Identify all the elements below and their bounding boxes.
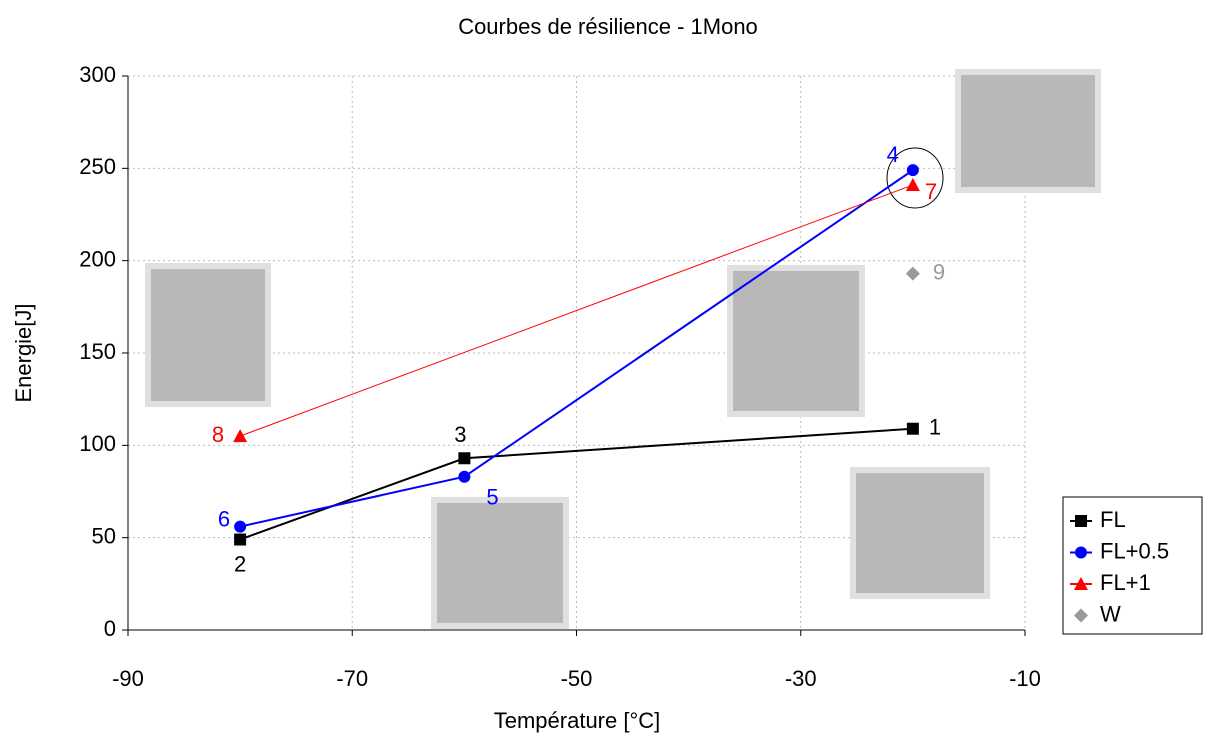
legend-marker xyxy=(1075,515,1087,527)
marker xyxy=(458,452,471,465)
marker xyxy=(233,429,248,443)
x-tick-label: -30 xyxy=(785,666,817,691)
x-tick-label: -50 xyxy=(561,666,593,691)
y-tick-label: 150 xyxy=(79,339,116,364)
x-axis-label: Température [°C] xyxy=(494,708,661,733)
legend-marker xyxy=(1074,608,1088,623)
y-tick-label: 200 xyxy=(79,246,116,271)
point-label: 5 xyxy=(486,485,498,510)
point-label: 4 xyxy=(887,142,899,167)
chart-title: Courbes de résilience - 1Mono xyxy=(458,14,758,39)
x-tick-label: -10 xyxy=(1009,666,1041,691)
legend-label: FL+0.5 xyxy=(1100,538,1169,563)
series-layer: 2 3 1 FL 6 5 4 FL+0.5 8 7 FL+1 9 W xyxy=(212,142,1169,626)
legend-marker xyxy=(1074,577,1088,590)
legend-marker xyxy=(1075,546,1087,559)
point-label: 3 xyxy=(454,422,466,447)
plot-area: 0 50 100 150 200 250 300 -90 -70 -50 -30 -10 xyxy=(79,62,1041,691)
y-tick-label: 300 xyxy=(79,62,116,87)
highlight-circle xyxy=(886,147,944,209)
x-tick-label: -90 xyxy=(112,666,144,691)
legend-label: FL xyxy=(1100,507,1126,532)
specimen-photos xyxy=(145,69,1101,629)
photo xyxy=(727,265,865,417)
y-tick-label: 100 xyxy=(79,431,116,456)
legend-label: FL+1 xyxy=(1100,570,1151,595)
point-label: 8 xyxy=(212,422,224,447)
marker xyxy=(905,177,920,191)
marker xyxy=(906,422,919,435)
photo xyxy=(850,467,990,599)
point-label: 1 xyxy=(929,415,941,440)
point-label: 9 xyxy=(933,259,945,284)
marker xyxy=(905,266,920,281)
point-label: 7 xyxy=(925,179,937,204)
y-tick-label: 0 xyxy=(104,616,116,641)
point-label: 2 xyxy=(234,551,246,576)
photo xyxy=(955,69,1101,193)
legend-label: W xyxy=(1100,601,1121,626)
marker xyxy=(234,533,247,546)
point-label: 6 xyxy=(218,506,230,531)
y-tick-label: 50 xyxy=(92,523,116,548)
y-tick-label: 250 xyxy=(79,154,116,179)
marker xyxy=(458,470,471,483)
x-tick-label: -70 xyxy=(336,666,368,691)
marker xyxy=(906,164,919,177)
y-axis-label: Energie[J] xyxy=(11,303,36,402)
marker xyxy=(234,520,247,533)
photo xyxy=(431,497,569,629)
series-line xyxy=(239,184,914,437)
photo xyxy=(145,263,271,407)
